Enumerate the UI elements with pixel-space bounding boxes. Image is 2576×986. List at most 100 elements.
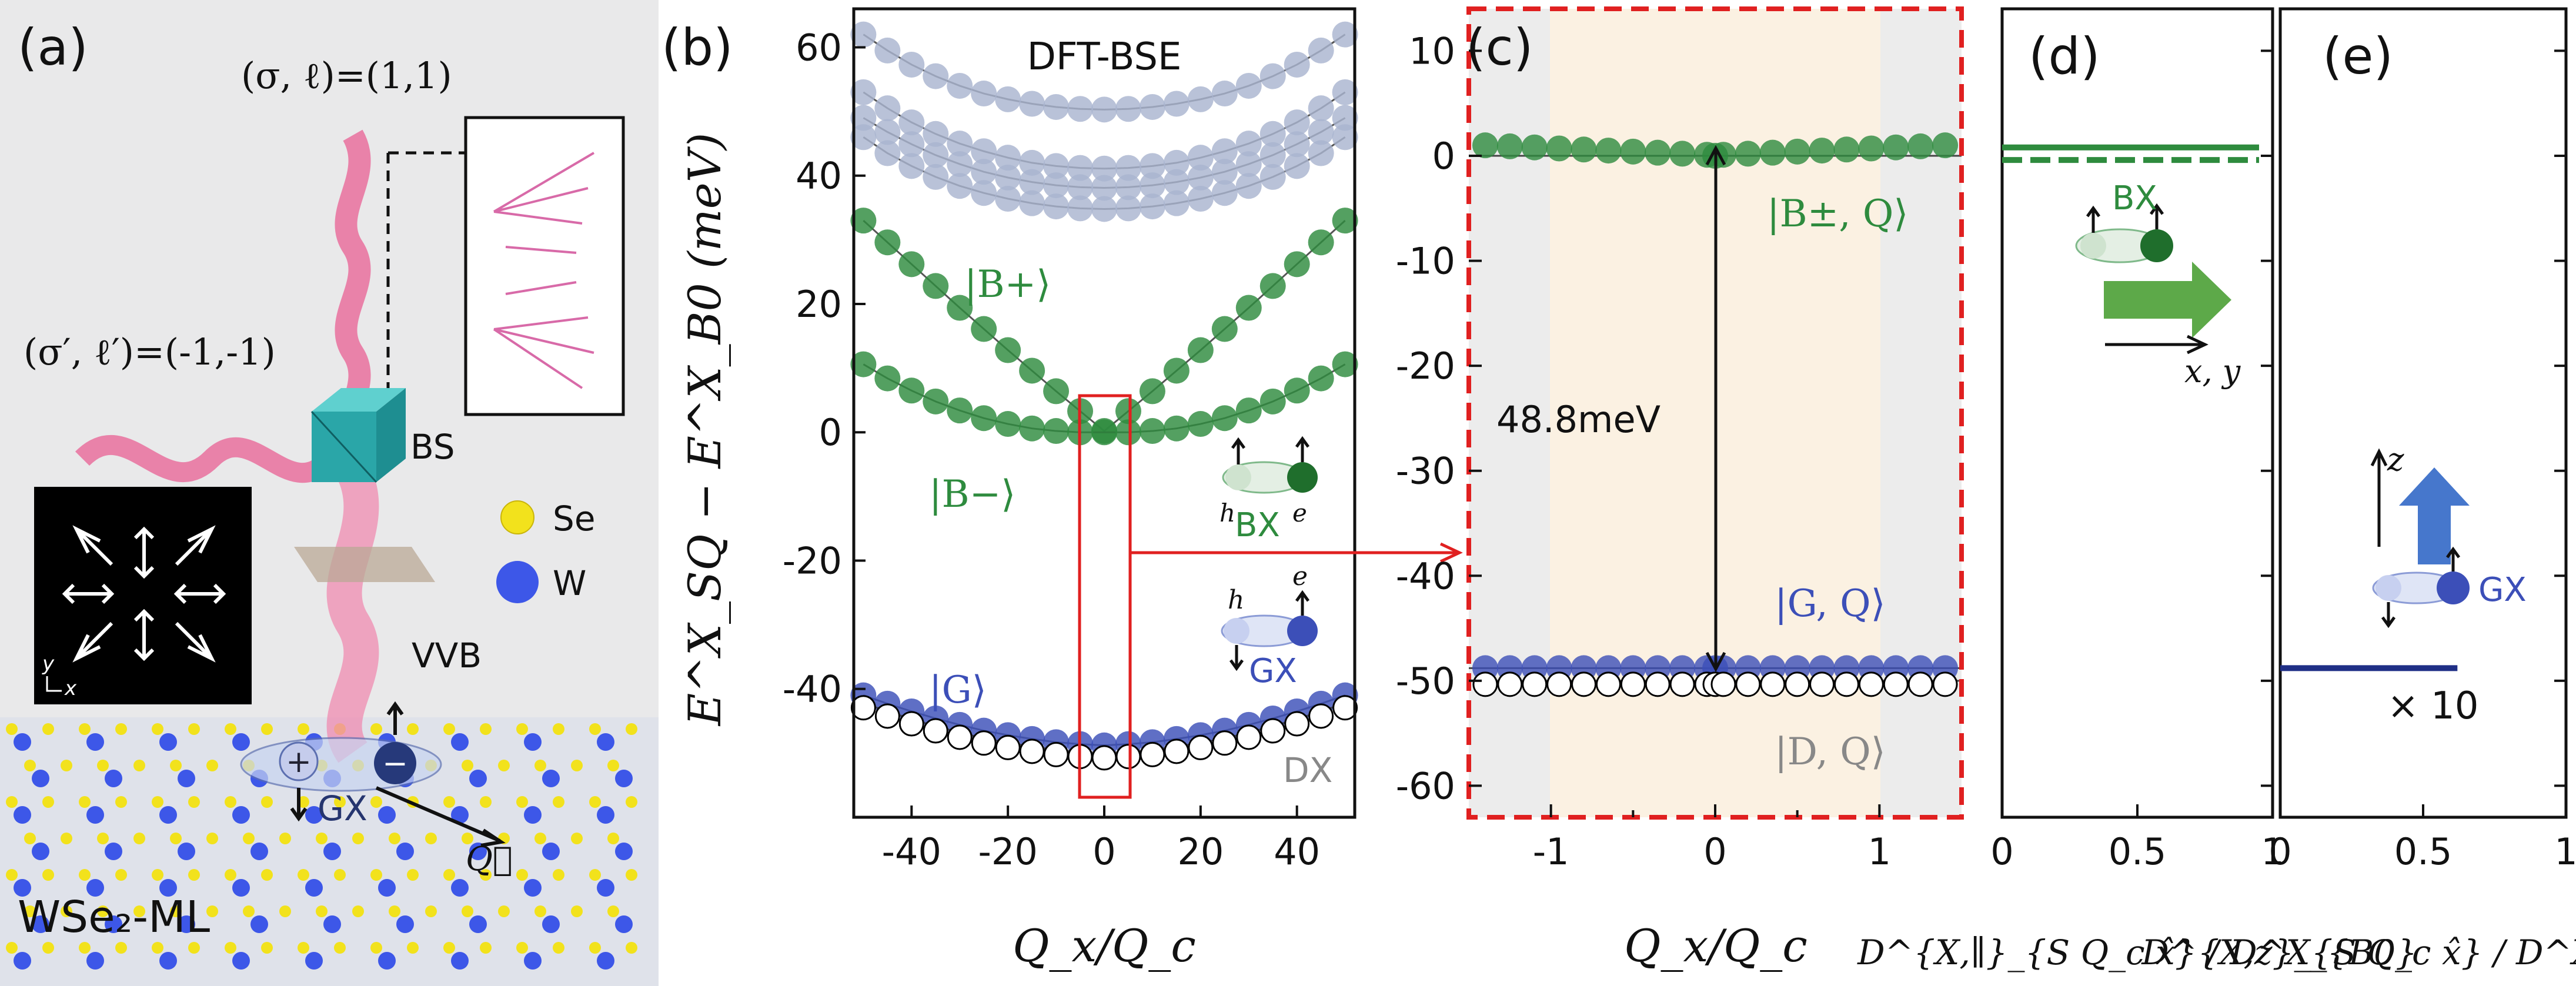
se-atom — [170, 760, 182, 771]
se-atom — [370, 942, 382, 954]
se-atom — [626, 796, 637, 808]
panel-d-label: (d) — [2029, 27, 2100, 86]
dx-point — [1858, 671, 1884, 697]
se-atom — [407, 723, 419, 735]
se-atom — [42, 723, 54, 735]
w-atom — [105, 770, 122, 787]
dx-point — [1595, 671, 1621, 697]
data-point — [923, 388, 949, 415]
se-atom — [152, 869, 163, 881]
se-atom — [298, 942, 309, 954]
xy-axis-arrow — [2105, 335, 2209, 355]
se-atom — [133, 760, 145, 771]
se-atom — [516, 942, 528, 954]
data-point — [1115, 195, 1141, 222]
se-atom — [480, 796, 492, 808]
w-atom — [250, 843, 268, 860]
se-atom — [443, 942, 455, 954]
data-point — [995, 165, 1021, 191]
data-point — [1139, 378, 1165, 405]
se-atom — [607, 760, 619, 771]
w-atom — [305, 879, 323, 897]
se-atom — [61, 905, 72, 917]
se-atom — [188, 723, 200, 735]
dx-point — [1932, 671, 1958, 697]
data-point — [1759, 139, 1786, 166]
dx-point — [1497, 671, 1523, 697]
w-atom — [232, 952, 250, 970]
data-point — [1308, 140, 1334, 166]
data-point — [898, 109, 925, 136]
w-atom — [323, 843, 341, 860]
se-atom — [370, 869, 382, 881]
w-atom — [86, 806, 104, 824]
polarization-inset — [464, 116, 625, 416]
w-atom — [32, 915, 49, 933]
dx-point — [1669, 671, 1695, 697]
dx-point — [1115, 744, 1141, 770]
w-atom — [451, 952, 469, 970]
se-atom — [480, 723, 492, 735]
gx-exciton-icon — [1221, 590, 1318, 671]
se-atom — [480, 869, 492, 881]
bx-label-b: BX — [1235, 506, 1280, 544]
w-atom — [524, 952, 542, 970]
data-point — [1620, 138, 1646, 165]
w-atom — [451, 879, 469, 897]
vector-vortex-beam — [326, 462, 379, 763]
bx-exciton-icon — [1222, 436, 1318, 494]
se-atom — [115, 796, 127, 808]
se-atom — [206, 905, 218, 917]
dx-point — [1522, 671, 1548, 697]
panel-e: 0 0.5 1 (e) z GX × 10 D^{X,z}_{S Q_c x̂} /… — [2141, 7, 2576, 972]
se-atom — [152, 723, 163, 735]
se-atom — [298, 869, 309, 881]
electron-spin-arrow — [386, 701, 404, 735]
dx-point — [1785, 671, 1810, 697]
data-point — [1139, 193, 1165, 220]
data-point — [1043, 418, 1070, 444]
beam1-label: (σ, ℓ)=(1,1) — [241, 54, 452, 97]
se-atom — [188, 796, 200, 808]
data-point — [1235, 173, 1262, 199]
data-point — [898, 377, 925, 404]
data-point — [850, 79, 877, 105]
data-point — [898, 131, 925, 158]
se-atom — [261, 796, 273, 808]
data-point — [1284, 109, 1310, 136]
z-axis-arrow — [2370, 448, 2388, 547]
se-atom — [170, 833, 182, 844]
ytick-label: 20 — [796, 283, 842, 326]
data-point — [1809, 138, 1835, 164]
reference-beam-helix — [75, 434, 337, 483]
xtick-label: 1 — [2554, 830, 2576, 873]
bplus-label: |B+⟩ — [964, 263, 1051, 306]
se-atom — [334, 869, 346, 881]
data-point — [1043, 172, 1070, 199]
dx-point — [1833, 671, 1859, 697]
data-point — [898, 153, 925, 179]
w-atom — [615, 770, 633, 787]
dx-point — [1760, 671, 1786, 697]
se-atom — [334, 796, 346, 808]
ytick-label: -60 — [1396, 764, 1455, 807]
bx-e-label: e — [1292, 499, 1307, 527]
w-atom — [597, 952, 614, 970]
dx-point — [1043, 741, 1069, 767]
w-atom — [542, 843, 560, 860]
xtick-label: 0.5 — [2394, 830, 2453, 873]
se-atom — [61, 833, 72, 844]
data-point — [1235, 151, 1262, 178]
se-atom — [225, 869, 236, 881]
w-atom — [159, 733, 177, 751]
gap-arrow — [1705, 145, 1726, 673]
electron-sphere — [374, 742, 416, 784]
q-label: Q⃗ — [466, 840, 513, 878]
data-point — [850, 208, 877, 234]
w-atom — [542, 915, 560, 933]
se-atom — [261, 723, 273, 735]
dx-point — [1883, 671, 1909, 697]
dx-point — [923, 718, 948, 744]
data-point — [850, 124, 877, 151]
se-atom — [97, 760, 109, 771]
